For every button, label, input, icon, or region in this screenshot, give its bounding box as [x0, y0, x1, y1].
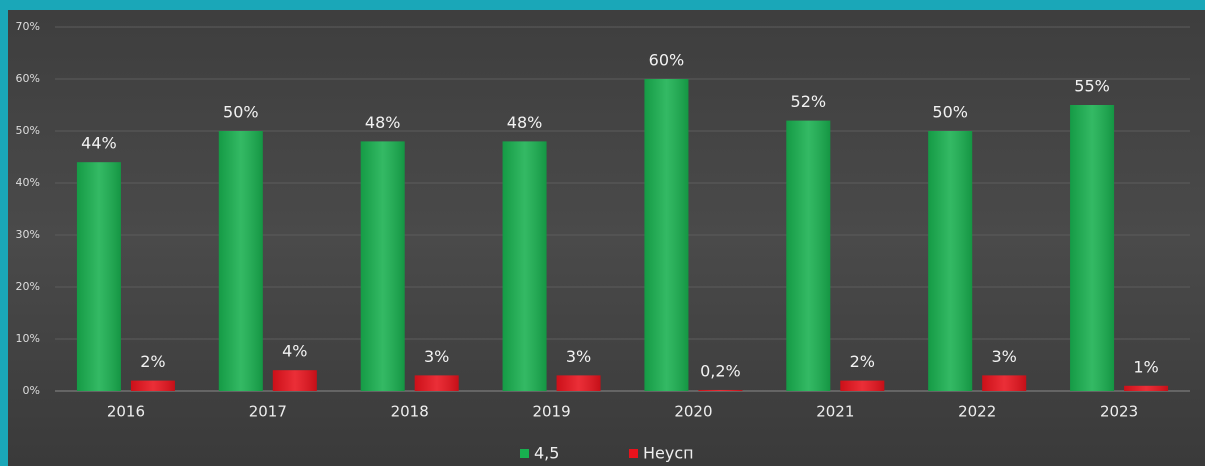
bar-shine — [272, 370, 317, 391]
bar-shine — [1070, 105, 1115, 391]
data-label: 4% — [282, 342, 307, 361]
bar-shine — [76, 162, 121, 391]
y-tick-label: 30% — [16, 228, 40, 241]
x-tick-label: 2018 — [391, 403, 429, 421]
x-tick-label: 2020 — [674, 403, 712, 421]
data-label: 2% — [140, 352, 165, 371]
legend-label: Неусп — [643, 444, 694, 463]
bar-shine — [218, 131, 263, 391]
y-tick-label: 0% — [23, 384, 40, 397]
bar-shine — [502, 141, 547, 391]
bar-shine — [414, 375, 459, 391]
legend-marker — [520, 449, 529, 458]
x-tick-label: 2019 — [532, 403, 570, 421]
y-tick-label: 60% — [16, 72, 40, 85]
bar-shine — [840, 380, 885, 391]
x-tick-label: 2017 — [249, 403, 287, 421]
y-tick-label: 50% — [16, 124, 40, 137]
x-tick-label: 2023 — [1100, 403, 1138, 421]
y-tick-label: 20% — [16, 280, 40, 293]
x-tick-label: 2022 — [958, 403, 996, 421]
bar-shine — [1124, 385, 1169, 391]
bar-shine — [644, 79, 689, 391]
y-tick-label: 10% — [16, 332, 40, 345]
data-label: 50% — [223, 103, 259, 122]
x-tick-label: 2016 — [107, 403, 145, 421]
data-label: 3% — [424, 347, 449, 366]
data-label: 55% — [1074, 77, 1110, 96]
data-label: 50% — [932, 103, 968, 122]
bar-shine — [698, 389, 743, 391]
bar-shine — [786, 120, 831, 391]
data-label: 2% — [850, 352, 875, 371]
legend-marker — [629, 449, 638, 458]
bar-shine — [928, 131, 973, 391]
bar-shine — [130, 380, 175, 391]
y-tick-label: 40% — [16, 176, 40, 189]
bar-shine — [982, 375, 1027, 391]
data-label: 48% — [365, 113, 401, 132]
data-label: 48% — [507, 113, 543, 132]
legend-label: 4,5 — [534, 444, 559, 463]
data-label: 44% — [81, 134, 117, 153]
data-label: 3% — [566, 347, 591, 366]
data-label: 3% — [991, 347, 1016, 366]
y-tick-label: 70% — [16, 20, 40, 33]
data-label: 52% — [791, 92, 827, 111]
data-label: 60% — [649, 51, 685, 70]
bar-shine — [360, 141, 405, 391]
data-label: 1% — [1133, 357, 1158, 376]
x-tick-label: 2021 — [816, 403, 854, 421]
data-label: 0,2% — [700, 361, 741, 380]
plot-background — [8, 10, 1205, 466]
bar-shine — [556, 375, 601, 391]
